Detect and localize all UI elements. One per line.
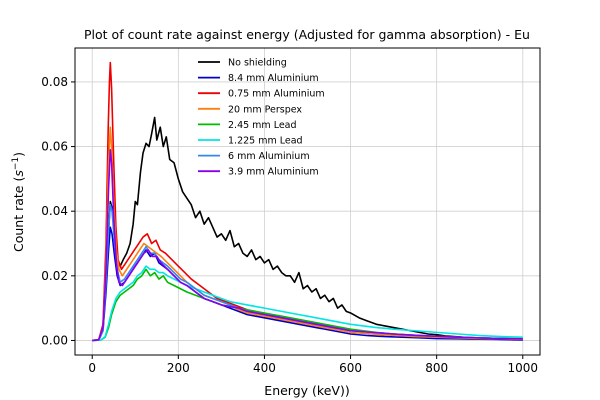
x-axis: 0 200 400 600 800 1000 xyxy=(88,355,538,375)
y-axis-label-exponent: −1 xyxy=(11,157,21,170)
x-tick-label: 200 xyxy=(167,361,190,375)
x-tick-label: 800 xyxy=(425,361,448,375)
legend-label: 20 mm Perspex xyxy=(228,104,302,115)
y-tick-label: 0.06 xyxy=(41,140,68,154)
series-line xyxy=(92,116,523,342)
plot-frame xyxy=(74,47,541,356)
legend-label: 3.9 mm Aluminium xyxy=(228,167,319,178)
legend-label: 1.225 mm Lead xyxy=(228,136,303,147)
legend-label: 2.45 mm Lead xyxy=(228,120,297,131)
y-tick-label: 0.08 xyxy=(41,75,68,89)
y-axis-label-symbol: s xyxy=(11,170,26,177)
x-tick-label: 0 xyxy=(88,361,96,375)
y-tick-label: 0.04 xyxy=(41,204,68,218)
x-tick-label: 400 xyxy=(253,361,276,375)
chart-title: Plot of count rate against energy (Adjus… xyxy=(84,27,530,42)
series-line xyxy=(92,148,523,342)
legend-label: No shielding xyxy=(228,58,287,69)
series-layer xyxy=(92,61,523,342)
y-tick-label: 0.00 xyxy=(41,333,68,347)
x-tick-label: 600 xyxy=(339,361,362,375)
gridlines xyxy=(75,48,540,355)
legend: No shielding 8.4 mm Aluminium 0.75 mm Alum… xyxy=(198,58,325,178)
y-axis-label: Count rate (s−1) xyxy=(11,152,26,252)
legend-label: 6 mm Aluminium xyxy=(228,151,310,162)
x-tick-label: 1000 xyxy=(508,361,539,375)
y-axis: 0.00 0.02 0.04 0.06 0.08 xyxy=(41,75,75,347)
legend-label: 8.4 mm Aluminium xyxy=(228,73,319,84)
y-axis-label-main: Count rate ( xyxy=(11,177,26,252)
y-tick-label: 0.02 xyxy=(41,269,68,283)
series-line xyxy=(92,265,523,342)
y-axis-label-close: ) xyxy=(11,152,26,157)
legend-label: 0.75 mm Aluminium xyxy=(228,89,325,100)
x-axis-label: Energy (keV)) xyxy=(264,383,349,398)
